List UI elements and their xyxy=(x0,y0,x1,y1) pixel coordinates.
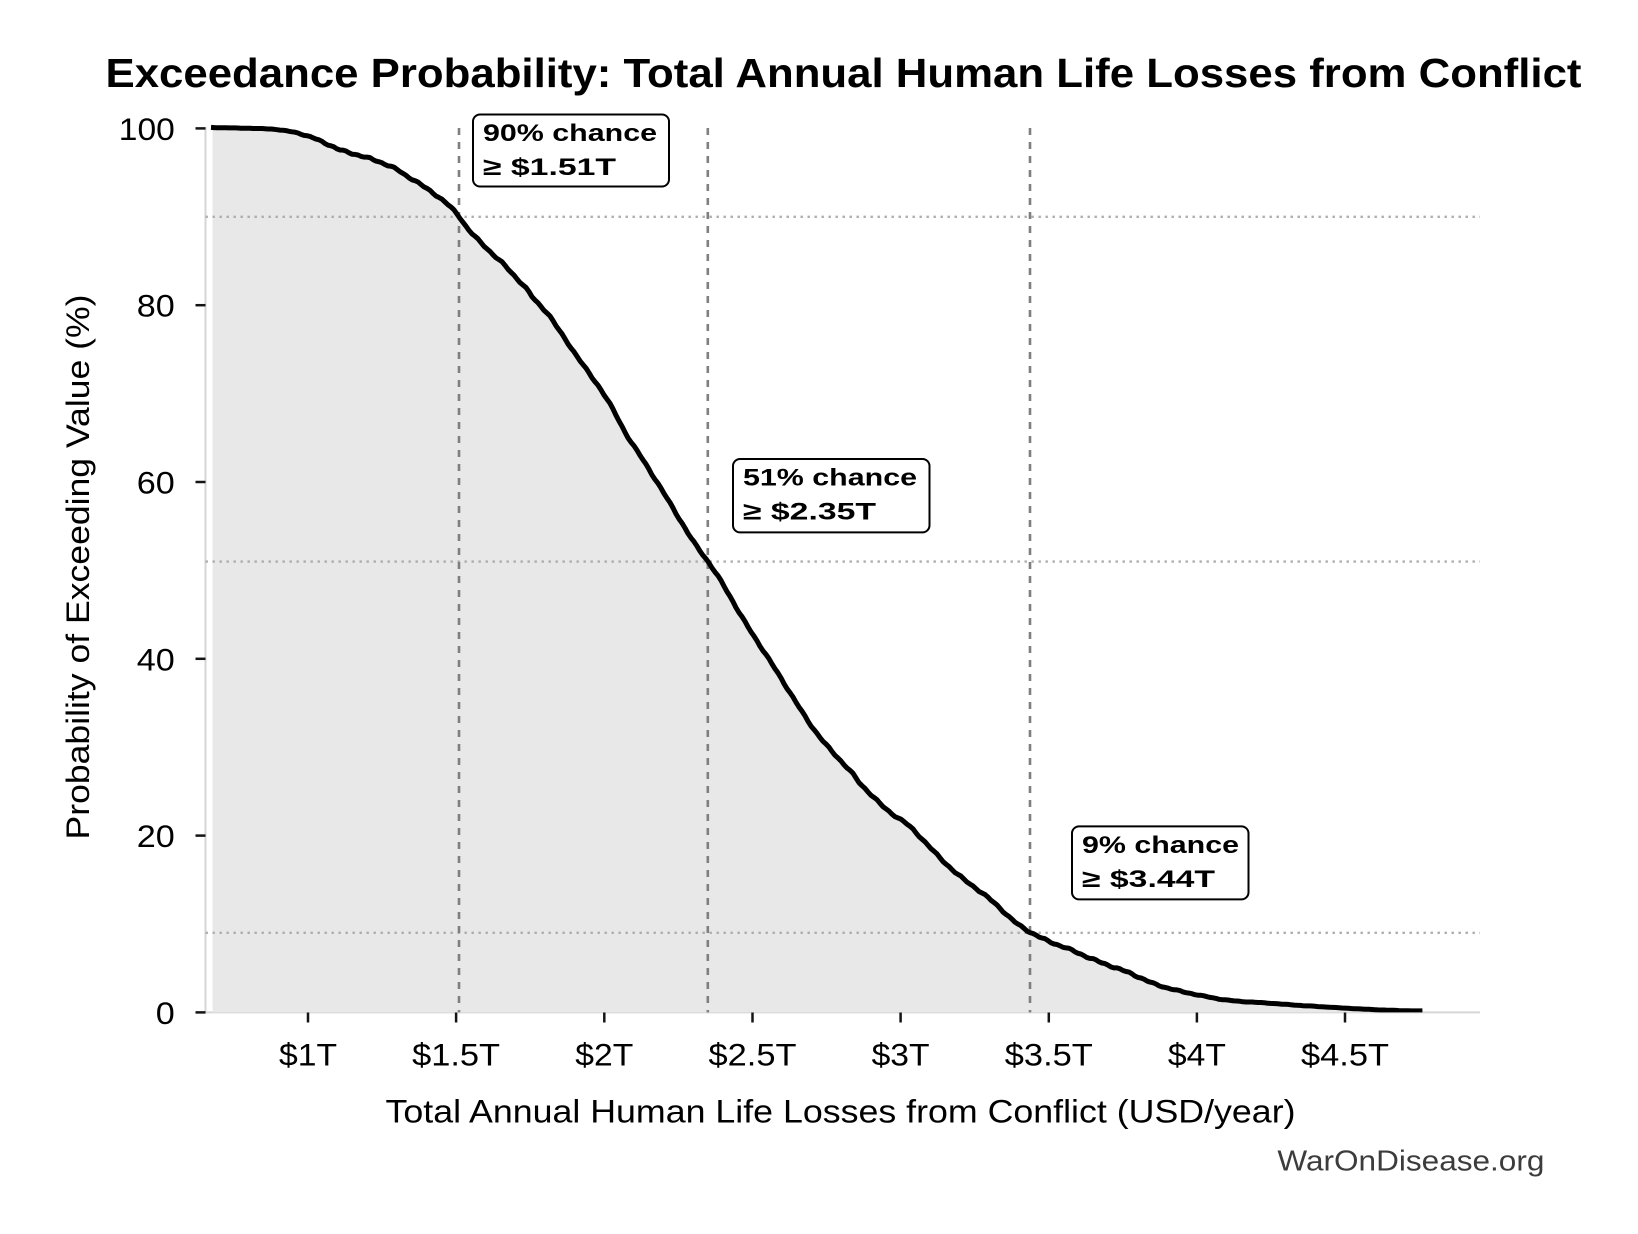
svg-text:≥ $1.51T: ≥ $1.51T xyxy=(483,154,616,181)
svg-text:9% chance: 9% chance xyxy=(1082,832,1239,859)
svg-text:$3T: $3T xyxy=(872,1037,930,1073)
svg-text:WarOnDisease.org: WarOnDisease.org xyxy=(1277,1146,1544,1178)
svg-text:$4.5T: $4.5T xyxy=(1301,1037,1389,1073)
svg-text:90% chance: 90% chance xyxy=(483,120,657,147)
svg-text:$3.5T: $3.5T xyxy=(1005,1037,1093,1073)
svg-text:$1T: $1T xyxy=(279,1037,337,1073)
svg-text:$4T: $4T xyxy=(1168,1037,1226,1073)
svg-text:51% chance: 51% chance xyxy=(743,465,917,492)
svg-text:≥ $2.35T: ≥ $2.35T xyxy=(743,498,876,525)
svg-text:Exceedance Probability: Total: Exceedance Probability: Total Annual Hum… xyxy=(106,50,1582,96)
svg-text:≥ $3.44T: ≥ $3.44T xyxy=(1082,866,1215,893)
svg-text:100: 100 xyxy=(119,111,175,147)
svg-text:Probability of Exceeding Value: Probability of Exceeding Value (%) xyxy=(60,295,96,840)
svg-text:$2T: $2T xyxy=(575,1037,633,1073)
svg-text:$1.5T: $1.5T xyxy=(412,1037,500,1073)
svg-text:20: 20 xyxy=(137,818,175,854)
svg-text:80: 80 xyxy=(137,288,175,324)
svg-text:0: 0 xyxy=(156,995,175,1031)
svg-text:$2.5T: $2.5T xyxy=(709,1037,797,1073)
svg-text:Total Annual Human Life Losses: Total Annual Human Life Losses from Conf… xyxy=(386,1094,1296,1130)
svg-text:60: 60 xyxy=(137,465,175,501)
svg-text:40: 40 xyxy=(137,641,175,677)
